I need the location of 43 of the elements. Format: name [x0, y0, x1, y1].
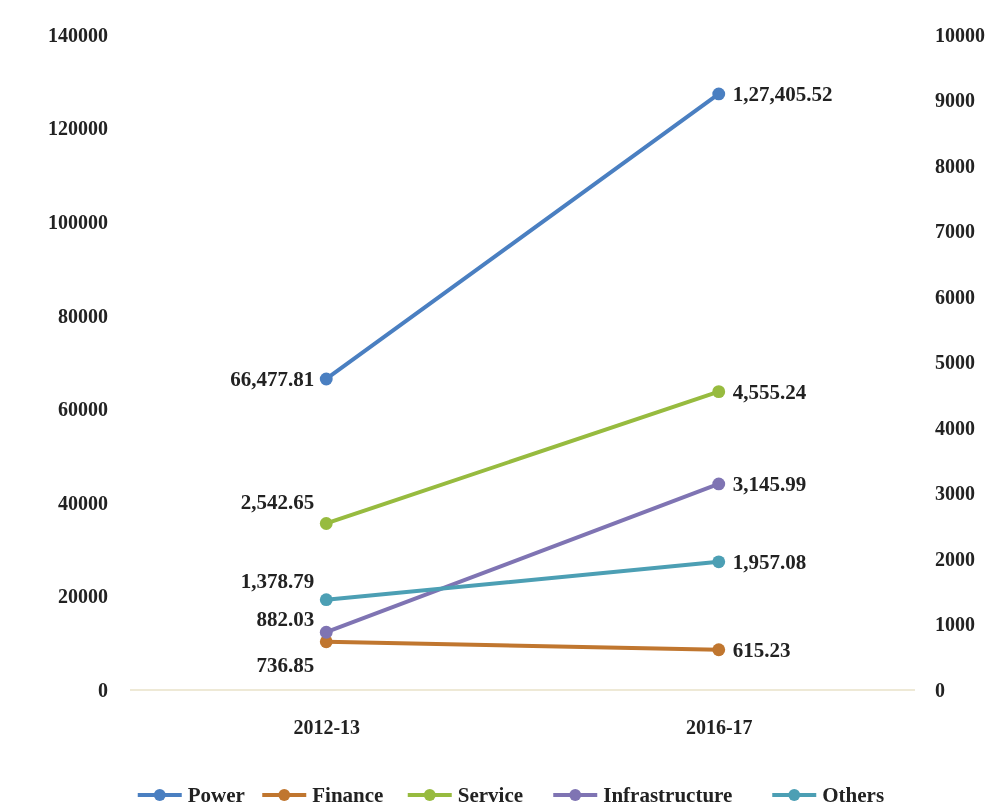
- data-label: 736.85: [256, 652, 315, 677]
- legend-label: Others: [822, 783, 885, 806]
- y-tick-label: 0: [98, 678, 108, 701]
- point: [712, 477, 726, 491]
- y-tick-label: 20000: [58, 585, 108, 608]
- y2-tick-label: 4000: [935, 416, 975, 439]
- point: [712, 385, 726, 399]
- y2-tick-label: 5000: [935, 351, 975, 374]
- data-label: 1,27,405.52: [732, 81, 833, 106]
- y2-tick-label: 8000: [935, 154, 975, 177]
- legend-label: Finance: [312, 783, 384, 806]
- y-tick-label: 40000: [58, 491, 108, 514]
- legend-label: Power: [187, 783, 245, 806]
- data-label: 1,957.08: [732, 549, 807, 574]
- y2-tick-label: 1000: [935, 613, 975, 636]
- point: [319, 625, 333, 639]
- x-tick-label: 2016-17: [685, 716, 753, 739]
- y2-tick-label: 6000: [935, 285, 975, 308]
- y2-tick-label: 7000: [935, 220, 975, 243]
- y2-tick-label: 3000: [935, 482, 975, 505]
- y-tick-label: 60000: [58, 398, 108, 421]
- y2-tick-label: 10000: [935, 23, 985, 46]
- y-tick-label: 80000: [58, 304, 108, 327]
- legend-label: Infrastructure: [603, 783, 733, 806]
- data-label: 66,477.81: [230, 366, 315, 391]
- y-tick-label: 100000: [48, 211, 108, 234]
- data-label: 4,555.24: [732, 379, 807, 404]
- y-tick-label: 120000: [48, 117, 108, 140]
- point: [712, 555, 726, 569]
- data-label: 882.03: [256, 607, 315, 632]
- legend-label: Service: [457, 783, 524, 806]
- y-tick-label: 140000: [48, 23, 108, 46]
- y2-tick-label: 2000: [935, 547, 975, 570]
- data-label: 615.23: [732, 637, 791, 662]
- data-label: 1,378.79: [240, 568, 315, 593]
- point: [319, 593, 333, 607]
- point: [712, 643, 726, 657]
- data-label: 2,542.65: [240, 490, 315, 515]
- y2-tick-label: 0: [935, 678, 945, 701]
- x-tick-label: 2012-13: [293, 716, 361, 739]
- data-label: 3,145.99: [732, 471, 807, 496]
- point: [319, 517, 333, 530]
- y2-tick-label: 9000: [935, 89, 975, 112]
